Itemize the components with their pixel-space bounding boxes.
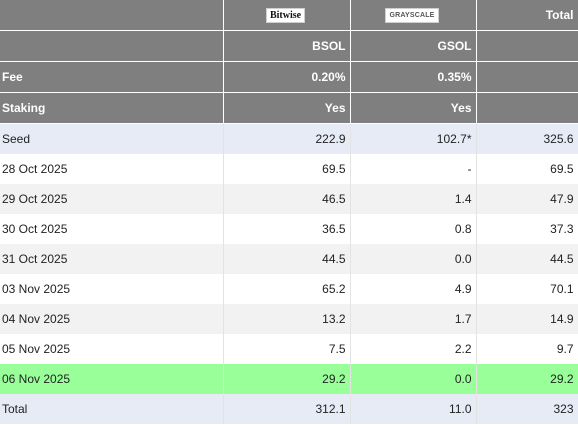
header-empty-cell [476,61,578,93]
table-row: 31 Oct 2025 44.5 0.0 44.5 [0,244,578,274]
total-value: 69.5 [476,154,578,184]
gsol-staking: Yes [350,92,477,124]
bsol-fee: 0.20% [223,61,351,93]
table-row: 05 Nov 2025 7.5 2.2 9.7 [0,334,578,364]
bsol-value: 7.5 [223,334,351,364]
gsol-value: 11.0 [350,394,477,424]
gsol-value: 102.7* [350,123,477,154]
header-empty-cell [476,30,578,62]
bsol-value: 13.2 [223,304,351,334]
bsol-value: 222.9 [223,123,351,154]
header-logo-row: Bitwise GRAYSCALE Total [0,0,578,31]
header-empty-cell [476,92,578,124]
fee-row: Fee 0.20% 0.35% [0,61,578,93]
table-row: 03 Nov 2025 65.2 4.9 70.1 [0,274,578,304]
total-value: 44.5 [476,244,578,274]
staking-label: Staking [0,92,224,124]
table-row-highlighted: 06 Nov 2025 29.2 0.0 29.2 [0,364,578,394]
bsol-value: 312.1 [223,394,351,424]
table-row-seed: Seed 222.9 102.7* 325.6 [0,123,578,154]
bsol-value: 29.2 [223,364,351,394]
gsol-ticker: GSOL [350,30,477,62]
gsol-value: 4.9 [350,274,477,304]
gsol-value: 0.0 [350,244,477,274]
row-label: Seed [0,123,224,154]
bsol-ticker: BSOL [223,30,351,62]
table-row: 29 Oct 2025 46.5 1.4 47.9 [0,184,578,214]
bitwise-logo-cell: Bitwise [223,0,351,31]
row-label: 30 Oct 2025 [0,214,224,244]
total-value: 9.7 [476,334,578,364]
total-value: 29.2 [476,364,578,394]
total-value: 325.6 [476,123,578,154]
gsol-fee: 0.35% [350,61,477,93]
table-row: 04 Nov 2025 13.2 1.7 14.9 [0,304,578,334]
row-label: 04 Nov 2025 [0,304,224,334]
gsol-value: 0.0 [350,364,477,394]
row-label: 06 Nov 2025 [0,364,224,394]
gsol-value: 2.2 [350,334,477,364]
table-row: 30 Oct 2025 36.5 0.8 37.3 [0,214,578,244]
row-label: 31 Oct 2025 [0,244,224,274]
total-value: 323 [476,394,578,424]
bsol-staking: Yes [223,92,351,124]
header-empty-cell [0,0,224,31]
row-label: Total [0,394,224,424]
fee-label: Fee [0,61,224,93]
bsol-value: 44.5 [223,244,351,274]
gsol-value: - [350,154,477,184]
total-column-header: Total [476,0,578,31]
total-value: 37.3 [476,214,578,244]
bsol-value: 69.5 [223,154,351,184]
row-label: 29 Oct 2025 [0,184,224,214]
total-value: 70.1 [476,274,578,304]
bitwise-logo: Bitwise [265,8,306,24]
header-ticker-row: BSOL GSOL [0,30,578,62]
table-row: 28 Oct 2025 69.5 - 69.5 [0,154,578,184]
grayscale-logo: GRAYSCALE [385,8,439,24]
row-label: 03 Nov 2025 [0,274,224,304]
bsol-value: 46.5 [223,184,351,214]
gsol-value: 0.8 [350,214,477,244]
total-value: 14.9 [476,304,578,334]
gsol-value: 1.7 [350,304,477,334]
bsol-value: 36.5 [223,214,351,244]
gsol-value: 1.4 [350,184,477,214]
total-value: 47.9 [476,184,578,214]
header-empty-cell [0,30,224,62]
row-label: 28 Oct 2025 [0,154,224,184]
bsol-value: 65.2 [223,274,351,304]
staking-row: Staking Yes Yes [0,92,578,124]
table-row-total: Total 312.1 11.0 323 [0,394,578,424]
grayscale-logo-cell: GRAYSCALE [350,0,477,31]
row-label: 05 Nov 2025 [0,334,224,364]
